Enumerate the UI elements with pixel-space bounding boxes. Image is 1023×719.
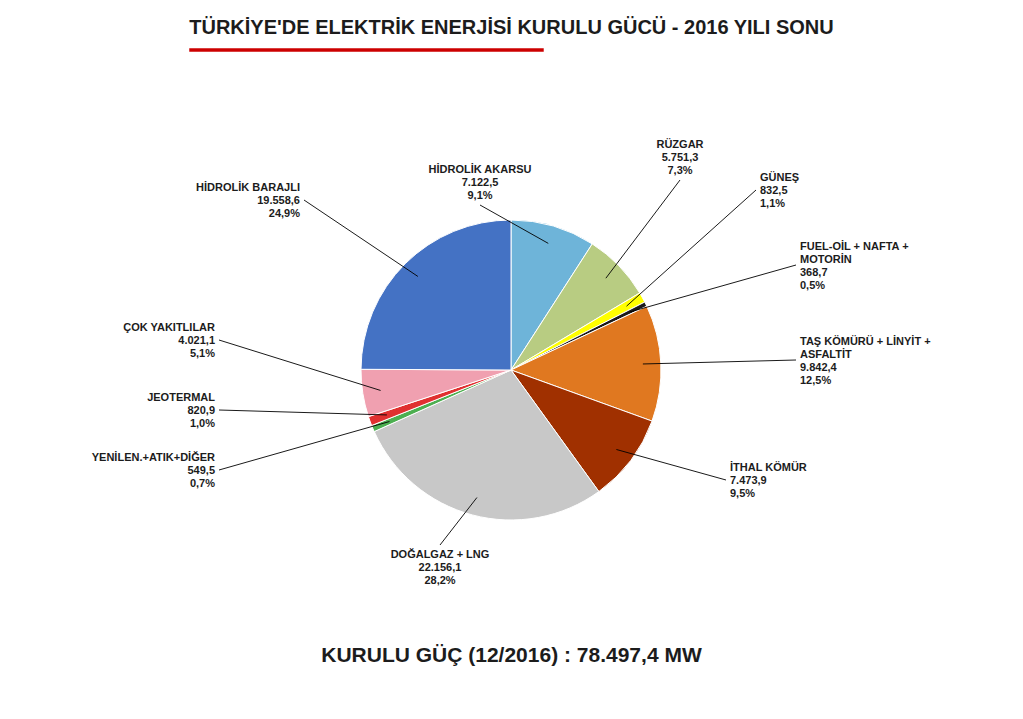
capacity-label: 549,5 xyxy=(187,464,215,476)
leader-line xyxy=(304,200,418,276)
slice-label: ÇOK YAKITLILAR4.021,15,1% xyxy=(123,321,215,359)
subtitle: KURULU GÜÇ (12/2016) : 78.497,4 MW xyxy=(321,643,702,666)
data-label: 1,0% xyxy=(190,417,215,429)
slice-name: YENİLEN.+ATIK+DİĞER xyxy=(92,451,215,463)
capacity-label: 4.021,1 xyxy=(178,334,215,346)
data-label: 9,1% xyxy=(467,189,492,201)
slice-label: DOĞALGAZ + LNG22.156,128,2% xyxy=(391,548,490,586)
leader-line xyxy=(219,422,389,470)
slice-name: HİDROLİK AKARSU xyxy=(429,163,532,175)
data-label: 0,5% xyxy=(800,279,825,291)
data-label: 28,2% xyxy=(424,574,455,586)
capacity-label: 820,9 xyxy=(187,404,215,416)
title-rule xyxy=(189,48,543,52)
pie-slice xyxy=(361,220,511,370)
slice-name: RÜZGAR xyxy=(656,138,703,150)
leader-line xyxy=(219,340,381,390)
slice-name: JEOTERMAL xyxy=(147,391,215,403)
slice-name: MOTORİN xyxy=(800,253,852,265)
slice-name: İTHAL KÖMÜR xyxy=(730,461,807,473)
slice-label: RÜZGAR5.751,37,3% xyxy=(656,138,703,176)
slice-label: JEOTERMAL820,91,0% xyxy=(147,391,215,429)
leader-line xyxy=(630,265,796,312)
data-label: 1,1% xyxy=(760,197,785,209)
leader-line xyxy=(606,180,680,278)
slice-label: HİDROLİK BARAJLI19.558,624,9% xyxy=(196,181,300,219)
slice-label: YENİLEN.+ATIK+DİĞER549,50,7% xyxy=(92,451,215,489)
slice-label: TAŞ KÖMÜRÜ + LİNYİT +ASFALTİT9.842,412,5… xyxy=(800,335,931,386)
slice-name: DOĞALGAZ + LNG xyxy=(391,548,490,560)
capacity-label: 19.558,6 xyxy=(257,194,300,206)
capacity-label: 7.473,9 xyxy=(730,474,767,486)
slice-label: GÜNEŞ832,51,1% xyxy=(760,171,799,209)
data-label: 0,7% xyxy=(190,477,215,489)
data-label: 24,9% xyxy=(269,207,300,219)
title: TÜRKİYE'DE ELEKTRİK ENERJİSİ KURULU GÜCÜ… xyxy=(189,16,833,38)
capacity-label: 7.122,5 xyxy=(462,176,499,188)
leader-line xyxy=(440,498,477,545)
slice-label: HİDROLİK AKARSU7.122,59,1% xyxy=(429,163,532,201)
capacity-label: 9.842,4 xyxy=(800,361,838,373)
slice-name: HİDROLİK BARAJLI xyxy=(196,181,300,193)
data-label: 9,5% xyxy=(730,487,755,499)
leader-line xyxy=(480,205,548,243)
data-label: 5,1% xyxy=(190,347,215,359)
slice-name: GÜNEŞ xyxy=(760,171,799,183)
slice-label: FUEL-OİL + NAFTA +MOTORİN368,70,5% xyxy=(800,240,909,291)
chart: TÜRKİYE'DE ELEKTRİK ENERJİSİ KURULU GÜCÜ… xyxy=(0,0,1023,719)
slice-name: FUEL-OİL + NAFTA + xyxy=(800,240,909,252)
data-label: 12,5% xyxy=(800,374,831,386)
slice-name: ÇOK YAKITLILAR xyxy=(123,321,215,333)
slice-name: TAŞ KÖMÜRÜ + LİNYİT + xyxy=(800,335,931,347)
slice-name: ASFALTİT xyxy=(800,348,852,360)
data-label: 7,3% xyxy=(667,164,692,176)
leader-line xyxy=(616,449,726,480)
labels: HİDROLİK AKARSU7.122,59,1%RÜZGAR5.751,37… xyxy=(92,138,931,586)
pie-slice xyxy=(361,369,511,416)
leader-line xyxy=(219,410,387,415)
leader-line xyxy=(627,190,756,306)
capacity-label: 22.156,1 xyxy=(419,561,462,573)
capacity-label: 368,7 xyxy=(800,266,828,278)
capacity-label: 832,5 xyxy=(760,184,788,196)
capacity-label: 5.751,3 xyxy=(662,151,699,163)
leader-line xyxy=(643,360,796,364)
slice-label: İTHAL KÖMÜR7.473,99,5% xyxy=(730,461,807,499)
